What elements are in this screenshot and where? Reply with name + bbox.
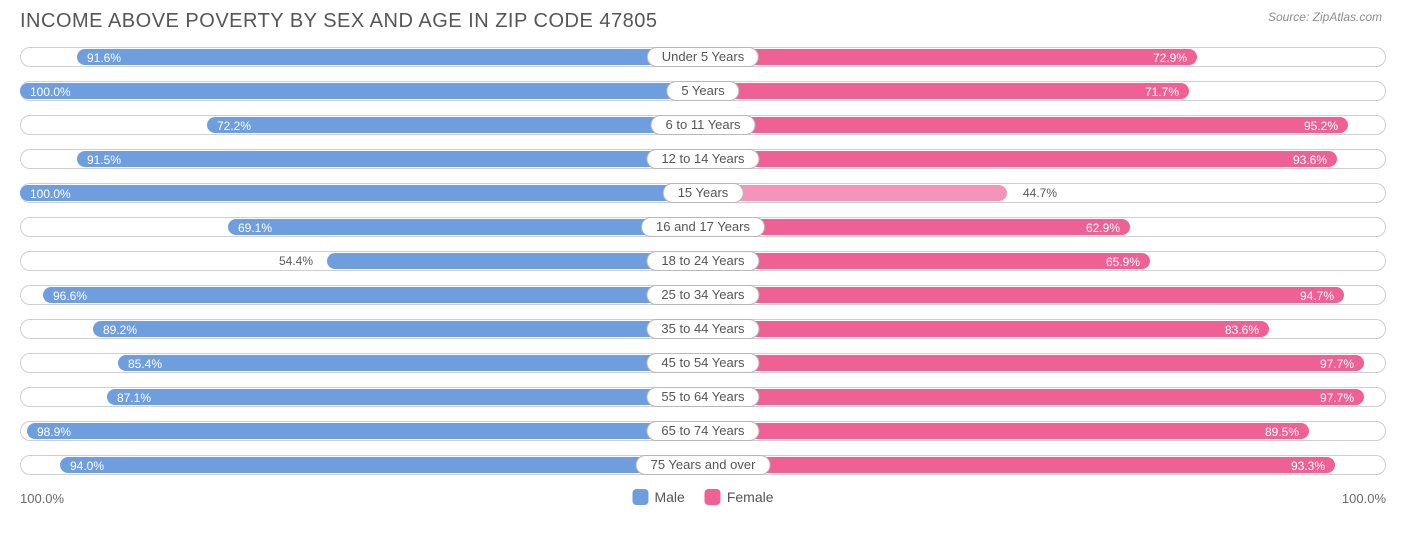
chart-row: 69.1% 62.9% 16 and 17 Years [20,215,1386,239]
female-swatch-icon [705,489,721,505]
male-bar: 89.2% [93,321,694,337]
male-bar: 69.1% [228,219,694,235]
male-value-label: 98.9% [27,425,81,439]
female-value-label: 94.7% [1290,289,1344,303]
male-bar: 87.1% [107,389,694,405]
age-category-pill: 5 Years [666,81,739,101]
male-bar: 96.6% [43,287,694,303]
age-category-pill: 18 to 24 Years [646,251,759,271]
legend-item-male: Male [632,489,684,505]
chart-row: 96.6% 94.7% 25 to 34 Years [20,283,1386,307]
female-bar: 83.6% [706,321,1269,337]
female-value-label: 65.9% [1096,255,1150,269]
female-bar: 71.7% [706,83,1189,99]
legend-item-female: Female [705,489,774,505]
female-bar: 93.6% [706,151,1337,167]
female-value-label: 95.2% [1294,119,1348,133]
female-bar: 97.7% [706,389,1364,405]
chart-row: 72.2% 95.2% 6 to 11 Years [20,113,1386,137]
source-attribution: Source: ZipAtlas.com [1268,10,1382,24]
age-category-pill: Under 5 Years [647,47,759,67]
male-bar: 100.0% [20,185,694,201]
female-value-label: 93.3% [1281,459,1335,473]
female-value-label: 83.6% [1215,323,1269,337]
male-value-label: 91.6% [77,51,131,65]
chart-row: 100.0% 71.7% 5 Years [20,79,1386,103]
female-bar: 89.5% [706,423,1309,439]
age-category-pill: 45 to 54 Years [646,353,759,373]
male-value-label: 100.0% [20,187,81,201]
female-value-label: 97.7% [1310,357,1364,371]
male-value-label: 69.1% [228,221,282,235]
female-bar: 62.9% [706,219,1130,235]
chart-row: 87.1% 97.7% 55 to 64 Years [20,385,1386,409]
axis-max-right: 100.0% [1342,491,1386,506]
female-value-label: 89.5% [1255,425,1309,439]
male-value-label: 87.1% [107,391,161,405]
chart-row: 91.6% 72.9% Under 5 Years [20,45,1386,69]
female-value-label: 72.9% [1143,51,1197,65]
female-bar: 72.9% [706,49,1197,65]
chart-title: INCOME ABOVE POVERTY BY SEX AND AGE IN Z… [20,10,1386,33]
diverging-bar-chart: 91.6% 72.9% Under 5 Years 100.0% 71.7% 5 Year… [20,45,1386,477]
male-value-label: 54.4% [269,253,323,269]
age-category-pill: 15 Years [663,183,744,203]
chart-row: 94.0% 93.3% 75 Years and over [20,453,1386,477]
female-value-label: 97.7% [1310,391,1364,405]
male-swatch-icon [632,489,648,505]
legend-male-label: Male [654,489,684,505]
female-bar: 94.7% [706,287,1344,303]
male-value-label: 89.2% [93,323,147,337]
male-bar [327,253,694,269]
age-category-pill: 12 to 14 Years [646,149,759,169]
female-value-label: 71.7% [1135,85,1189,99]
age-category-pill: 75 Years and over [636,455,771,475]
female-bar [706,185,1007,201]
chart-row: 91.5% 93.6% 12 to 14 Years [20,147,1386,171]
female-bar: 65.9% [706,253,1150,269]
chart-row: 85.4% 97.7% 45 to 54 Years [20,351,1386,375]
age-category-pill: 35 to 44 Years [646,319,759,339]
age-category-pill: 65 to 74 Years [646,421,759,441]
chart-row: 54.4% 65.9% 18 to 24 Years [20,249,1386,273]
female-value-label: 93.6% [1283,153,1337,167]
age-category-pill: 55 to 64 Years [646,387,759,407]
legend-female-label: Female [727,489,774,505]
male-value-label: 94.0% [60,459,114,473]
female-bar: 95.2% [706,117,1348,133]
female-bar: 97.7% [706,355,1364,371]
axis-max-left: 100.0% [20,491,64,506]
male-bar: 94.0% [60,457,694,473]
chart-row: 100.0% 44.7% 15 Years [20,181,1386,205]
age-category-pill: 6 to 11 Years [651,115,756,135]
male-value-label: 91.5% [77,153,131,167]
male-value-label: 85.4% [118,357,172,371]
female-value-label: 44.7% [1013,185,1067,201]
male-value-label: 96.6% [43,289,97,303]
male-value-label: 100.0% [20,85,81,99]
male-bar: 98.9% [27,423,694,439]
chart-row: 89.2% 83.6% 35 to 44 Years [20,317,1386,341]
legend: Male Female [632,489,773,505]
male-bar: 100.0% [20,83,694,99]
female-bar: 93.3% [706,457,1335,473]
chart-row: 98.9% 89.5% 65 to 74 Years [20,419,1386,443]
age-category-pill: 25 to 34 Years [646,285,759,305]
age-category-pill: 16 and 17 Years [641,217,765,237]
male-bar: 91.6% [77,49,694,65]
male-value-label: 72.2% [207,119,261,133]
male-bar: 72.2% [207,117,694,133]
chart-footer: 100.0% Male Female 100.0% [20,487,1386,517]
male-bar: 85.4% [118,355,694,371]
male-bar: 91.5% [77,151,694,167]
female-value-label: 62.9% [1076,221,1130,235]
